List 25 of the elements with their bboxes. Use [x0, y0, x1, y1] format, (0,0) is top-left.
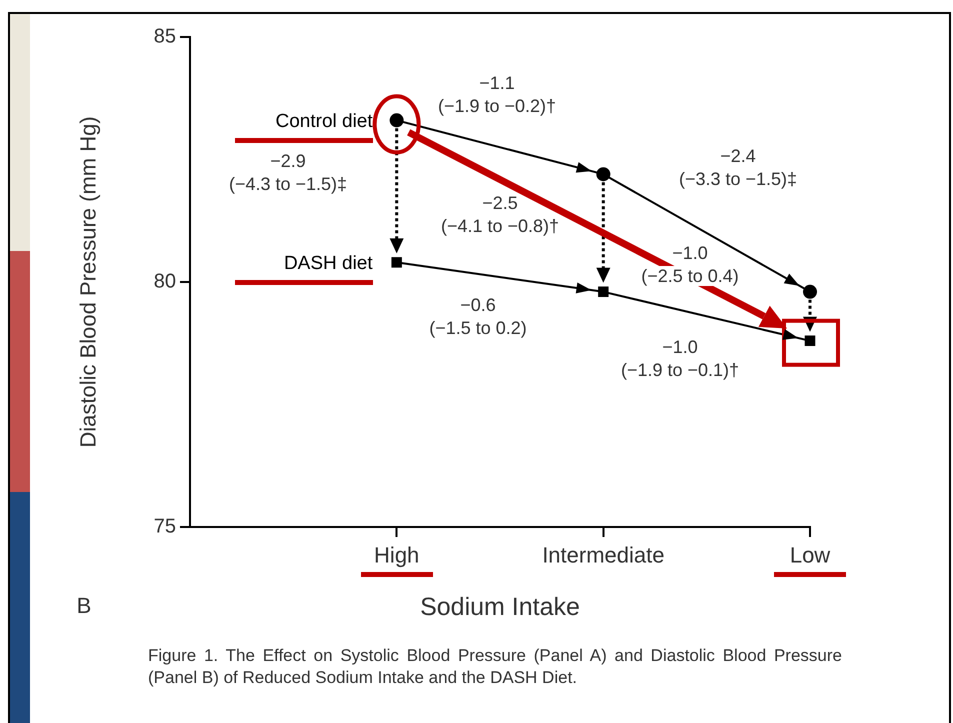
y-axis-title: Diastolic Blood Pressure (mm Hg): [75, 116, 100, 448]
x-tick-label: High: [374, 542, 420, 568]
point: [803, 284, 817, 299]
point: [390, 113, 404, 128]
caption: Figure 1. The Effect on Systolic Blood Pressure (Panel A) and Diastolic Blood Pressure (Panel B) of Reduced Sodium Intake and the DASH Diet.: [148, 646, 842, 688]
annotation: −1.1 (−1.9 to −0.2)†: [438, 73, 556, 116]
point: [391, 257, 402, 268]
x-tick-label: Intermediate: [542, 542, 664, 568]
text: B: [76, 593, 92, 618]
series-label: DASH diet: [284, 253, 373, 274]
annotation: −2.9 (−4.3 to −1.5)‡: [228, 151, 348, 194]
annotation: −0.6 (−1.5 to 0.2): [429, 295, 527, 338]
annotation: −1.0 (−1.9 to −0.1)†: [620, 337, 740, 380]
x-tick-label: Low: [790, 542, 830, 568]
annotation: −1.0 (−2.5 to 0.4): [641, 243, 739, 286]
point: [804, 336, 816, 346]
point: [596, 167, 610, 182]
annotation: −2.5 (−4.1 to −0.8)†: [440, 193, 560, 236]
series-label: Control diet: [275, 111, 373, 132]
y-tick-label: 80: [154, 270, 176, 293]
y-tick-label: 85: [154, 26, 176, 48]
annotation: −2.4 (−3.3 to −1.5)‡: [678, 146, 798, 190]
y-tick-label: 75: [154, 516, 176, 538]
point: [598, 286, 609, 298]
x-axis-title: Sodium Intake: [420, 592, 580, 621]
